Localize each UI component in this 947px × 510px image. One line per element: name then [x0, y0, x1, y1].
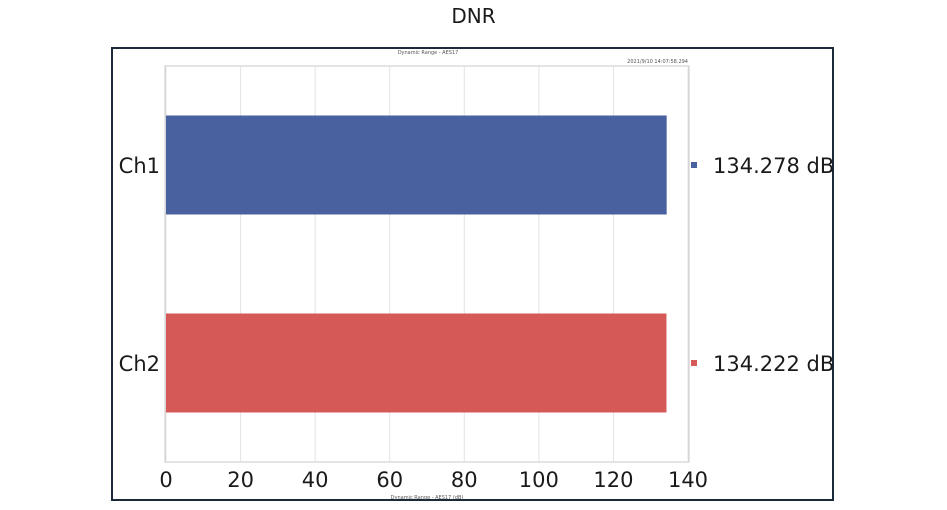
bar-ch1: [166, 115, 667, 215]
x-tick-label: 80: [451, 468, 478, 492]
x-tick-label: 120: [593, 468, 633, 492]
legend-marker: [691, 162, 697, 168]
x-tick-label: 100: [519, 468, 559, 492]
x-tick-label: 20: [227, 468, 254, 492]
x-axis-label: Dynamic Range - AES17 (dB): [391, 495, 464, 501]
category-label: Ch2: [119, 352, 160, 376]
bar-ch2: [166, 313, 667, 413]
legend-marker: [691, 360, 697, 366]
x-tick-label: 0: [159, 468, 172, 492]
x-tick-label: 40: [302, 468, 329, 492]
x-tick-label: 140: [668, 468, 708, 492]
x-ticks: 0 20 40 60 80 100 120 140: [159, 468, 708, 492]
chart-timestamp: 2021/9/10 14:07:58.294: [627, 59, 688, 65]
chart-inner-title: Dynamic Range - AES17: [398, 50, 459, 56]
data-label: 134.278 dB: [713, 154, 834, 178]
bars: Ch1 Ch2: [119, 115, 667, 413]
category-label: Ch1: [119, 154, 160, 178]
legend: 134.278 dB 134.222 dB: [691, 154, 834, 376]
data-label: 134.222 dB: [713, 352, 834, 376]
x-tick-label: 60: [376, 468, 403, 492]
page-title: DNR: [451, 4, 496, 28]
